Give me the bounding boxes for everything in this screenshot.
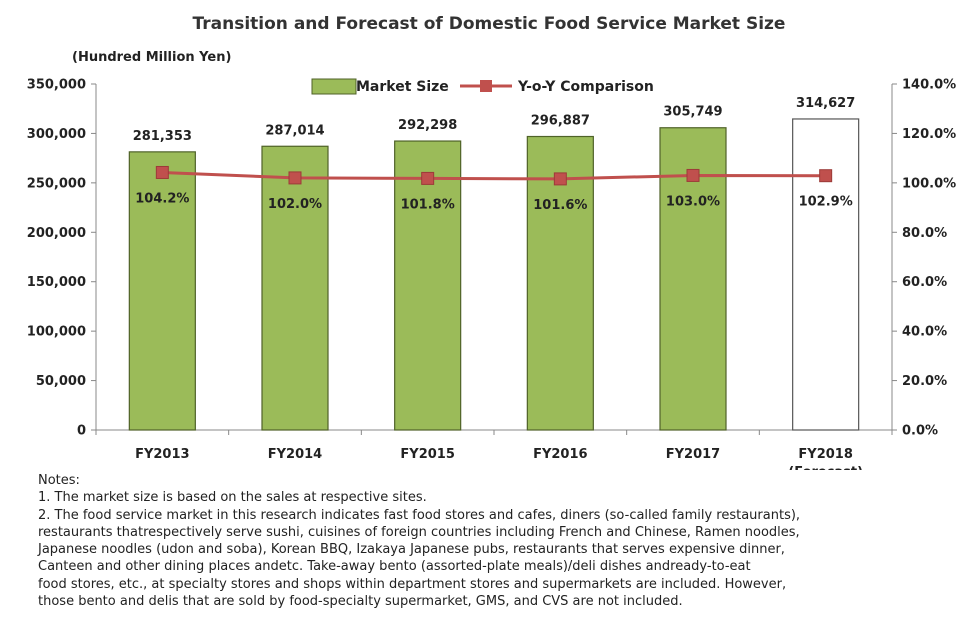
- legend-market-size-swatch: [311, 78, 357, 95]
- y-right-tick-label: 120.0%: [902, 127, 956, 142]
- y-right-tick-label: 60.0%: [902, 275, 947, 290]
- yoy-comparison-point: [155, 165, 169, 179]
- notes-line: 2. The food service market in this resea…: [38, 507, 801, 523]
- market-size-bar: [128, 151, 196, 431]
- yoy-comparison-value-label: 102.9%: [799, 195, 853, 210]
- notes-line: those bento and delis that are sold by f…: [38, 594, 683, 610]
- yoy-comparison-value-label: 103.0%: [666, 194, 720, 209]
- x-category-label: FY2015: [400, 447, 454, 462]
- notes-line: 1. The market size is based on the sales…: [38, 490, 427, 506]
- yoy-comparison-point: [288, 171, 302, 185]
- notes-line: Japanese noodles (udon and soba), Korean…: [38, 542, 785, 558]
- yoy-comparison-value-label: 102.0%: [268, 197, 322, 212]
- y-right-tick-label: 140.0%: [902, 78, 956, 93]
- yoy-comparison-line: [162, 170, 826, 181]
- y-right-tick-label: 20.0%: [902, 374, 947, 389]
- market-size-value-label: 305,749: [663, 105, 722, 120]
- y-right-tick-label: 80.0%: [902, 226, 947, 241]
- legend-market-size-label: Market Size: [356, 79, 449, 95]
- x-category-label: FY2016: [533, 447, 587, 462]
- yoy-comparison-value-label: 101.6%: [533, 198, 587, 213]
- market-size-bar: [526, 135, 594, 431]
- notes-line: restaurants thatrespectively serve sushi…: [38, 524, 800, 540]
- y-left-tick-label: 100,000: [27, 325, 86, 340]
- legend-yoy-marker-swatch: [480, 80, 492, 92]
- market-size-value-label: 314,627: [796, 96, 855, 111]
- x-category-label: FY2014: [268, 447, 322, 462]
- notes-line: Canteen and other dining places andetc. …: [38, 559, 751, 575]
- notes-heading: Notes:: [38, 473, 80, 488]
- market-size-bar: [261, 145, 329, 431]
- y-right-tick-label: 100.0%: [902, 176, 956, 191]
- y-left-tick-label: 150,000: [27, 275, 86, 290]
- y-left-tick-label: 200,000: [27, 226, 86, 241]
- yoy-comparison-point: [553, 172, 567, 186]
- x-category-label: FY2013: [135, 447, 189, 462]
- market-size-value-label: 281,353: [133, 129, 192, 144]
- x-category-sublabel: (Forecast): [788, 465, 863, 470]
- yoy-comparison-point: [421, 171, 435, 185]
- y-left-tick-label: 50,000: [36, 374, 86, 389]
- market-size-chart: Transition and Forecast of Domestic Food…: [27, 14, 956, 470]
- yoy-comparison-point: [686, 168, 700, 182]
- y-left-tick-label: 350,000: [27, 78, 86, 93]
- market-size-bar: [792, 118, 860, 431]
- chart-notes: Notes: 1. The market size is based on the…: [38, 472, 968, 610]
- y-right-tick-label: 0.0%: [902, 424, 938, 439]
- yoy-comparison-point: [819, 169, 833, 183]
- x-category-label: FY2017: [666, 447, 720, 462]
- y-left-tick-label: 300,000: [27, 127, 86, 142]
- yoy-comparison-value-label: 104.2%: [135, 191, 189, 206]
- y-axis-unit-label: (Hundred Million Yen): [72, 50, 231, 65]
- x-category-label: FY2018: [798, 447, 852, 462]
- legend-yoy-label: Y-o-Y Comparison: [517, 79, 654, 95]
- y-right-tick-label: 40.0%: [902, 325, 947, 340]
- y-left-tick-label: 250,000: [27, 176, 86, 191]
- market-size-value-label: 296,887: [531, 114, 590, 129]
- yoy-comparison-value-label: 101.8%: [401, 197, 455, 212]
- market-size-value-label: 287,014: [265, 123, 324, 138]
- chart-title: Transition and Forecast of Domestic Food…: [193, 14, 786, 34]
- market-size-value-label: 292,298: [398, 118, 457, 133]
- y-left-tick-label: 0: [77, 424, 86, 439]
- notes-line: food stores, etc., at specialty stores a…: [38, 576, 787, 592]
- market-size-bar: [394, 140, 462, 431]
